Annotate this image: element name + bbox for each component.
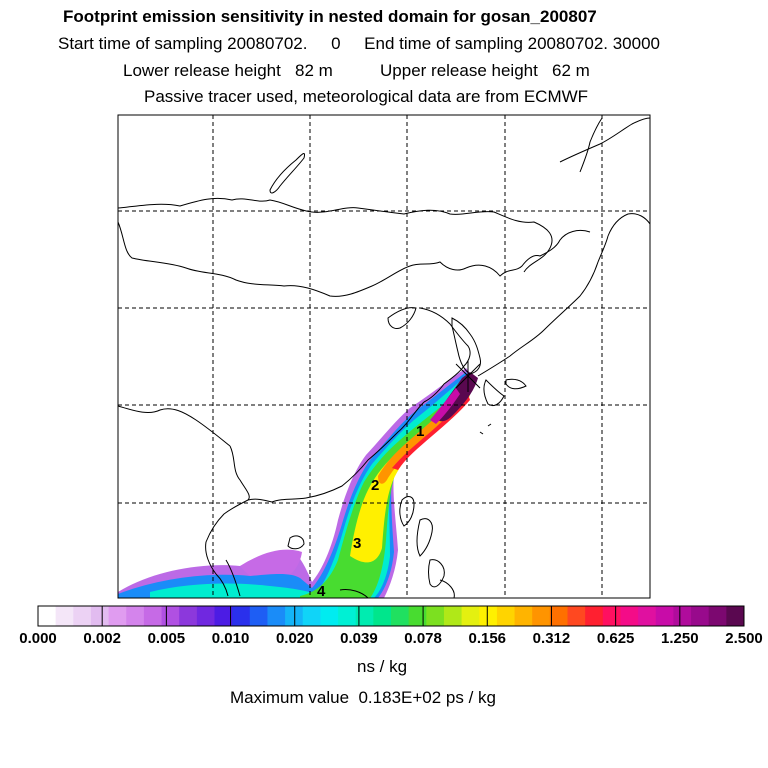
colorbar-swatch — [532, 606, 551, 626]
plume-yellow-band — [350, 392, 470, 563]
colorbar-swatch — [249, 606, 268, 626]
kamchatka-coast — [559, 117, 650, 163]
colorbar-swatch — [567, 606, 586, 626]
colorbar-swatch — [355, 606, 374, 626]
colorbar-swatch — [514, 606, 533, 626]
tracer-info-line: Passive tracer used, meteorological data… — [144, 87, 589, 106]
colorbar-swatch — [426, 606, 445, 626]
colorbar-tick-label: 1.250 — [661, 630, 699, 647]
colorbar-swatch — [126, 606, 145, 626]
colorbar-swatch — [214, 606, 233, 626]
sampling-time-line: Start time of sampling 20080702. 0 End t… — [58, 34, 660, 53]
colorbar-swatch — [443, 606, 463, 626]
receptor-marker-icon — [455, 360, 481, 392]
colorbar-swatch — [73, 606, 92, 626]
colorbar-swatch — [602, 606, 621, 626]
colorbar-tick-label: 0.002 — [83, 630, 121, 647]
day-label: 3 — [353, 535, 361, 552]
maximum-value: Maximum value 0.183E+02 ps / kg — [230, 688, 496, 707]
bohai-coast — [419, 307, 471, 403]
colorbar-swatch — [143, 606, 163, 626]
ryukyu-1 — [479, 431, 484, 435]
hokkaido — [607, 213, 650, 237]
ryukyu-2 — [487, 423, 492, 427]
colorbar-tick-label: 0.156 — [468, 630, 507, 647]
colorbar-tick-label: 2.500 — [725, 630, 763, 647]
japan-kyushu — [483, 379, 505, 407]
south-china-coast — [247, 497, 307, 503]
sakhalin — [579, 117, 603, 173]
india-border — [118, 405, 231, 447]
colorbar-swatch — [232, 606, 251, 626]
plume-peak-fringe — [430, 388, 460, 424]
colorbar-tick-label: 0.625 — [596, 630, 635, 647]
colorbar-swatch — [391, 606, 410, 626]
japan-honshu — [477, 235, 609, 377]
colorbar-swatch — [285, 606, 304, 626]
colorbar-swatch — [320, 606, 339, 626]
colorbar-swatch — [549, 606, 568, 626]
colorbar-tick-label: 0.078 — [404, 630, 442, 647]
philippines-luzon — [416, 518, 433, 557]
colorbar — [37, 605, 745, 627]
taiwan — [399, 496, 415, 527]
graticule — [118, 115, 650, 598]
liaodong-coast — [387, 307, 417, 329]
colorbar-swatch — [655, 606, 674, 626]
malay-peninsula — [225, 559, 241, 597]
day-label: 4 — [317, 583, 326, 600]
colorbar-swatch — [479, 606, 498, 626]
china-east-coast — [305, 401, 425, 499]
colorbar-swatch — [196, 606, 215, 626]
colorbar-swatch — [338, 606, 357, 626]
colorbar-swatch — [461, 606, 480, 626]
colorbar-tick-label: 0.039 — [340, 630, 378, 647]
colorbar-tick-label: 0.312 — [532, 630, 571, 647]
manchuria-border — [465, 229, 591, 277]
day-label: 2 — [371, 477, 379, 494]
colorbar-swatch — [90, 606, 110, 626]
release-height-line: Lower release height 82 m Upper release … — [123, 61, 590, 80]
colorbar-swatch — [638, 606, 657, 626]
southeast-asia-border — [229, 445, 250, 501]
korea-peninsula — [451, 317, 481, 375]
colorbar-swatch — [373, 606, 392, 626]
footprint-plume — [118, 368, 478, 598]
colorbar-swatch — [408, 606, 427, 626]
indochina-coast — [205, 499, 249, 597]
colorbar-swatch — [620, 606, 639, 626]
colorbar-tick-label: 0.005 — [147, 630, 186, 647]
japan-shikoku — [505, 378, 527, 390]
colorbar-tick-label: 0.000 — [19, 630, 57, 647]
colorbar-swatch — [302, 606, 321, 626]
philippines-south — [428, 559, 445, 588]
plot-title: Footprint emission sensitivity in nested… — [63, 7, 597, 26]
hainan — [287, 535, 305, 550]
colorbar-swatch — [38, 606, 57, 626]
colorbar-swatch — [673, 606, 692, 626]
colorbar-tick-label: 0.010 — [211, 630, 250, 647]
colorbar-swatch — [108, 606, 127, 626]
colorbar-swatch — [726, 606, 745, 626]
lake-baikal — [269, 153, 305, 194]
colorbar-swatch — [691, 606, 710, 626]
colorbar-unit: ns / kg — [357, 657, 408, 676]
colorbar-tick-label: 0.020 — [275, 630, 314, 647]
colorbar-swatch — [267, 606, 286, 626]
borneo-north — [339, 589, 369, 598]
day-labels: 1 2 3 4 — [317, 423, 424, 600]
map-frame — [117, 114, 651, 599]
colorbar-swatch — [179, 606, 198, 626]
china-north-border — [118, 221, 467, 297]
day-label: 1 — [416, 423, 424, 440]
colorbar-swatch — [708, 606, 727, 626]
colorbar-swatch — [496, 606, 516, 626]
coastlines — [118, 117, 650, 598]
colorbar-swatch — [55, 606, 74, 626]
philippines-mindanao — [439, 579, 455, 598]
colorbar-swatch — [585, 606, 604, 626]
mongolia-border — [118, 197, 553, 273]
colorbar-swatch — [161, 606, 180, 626]
